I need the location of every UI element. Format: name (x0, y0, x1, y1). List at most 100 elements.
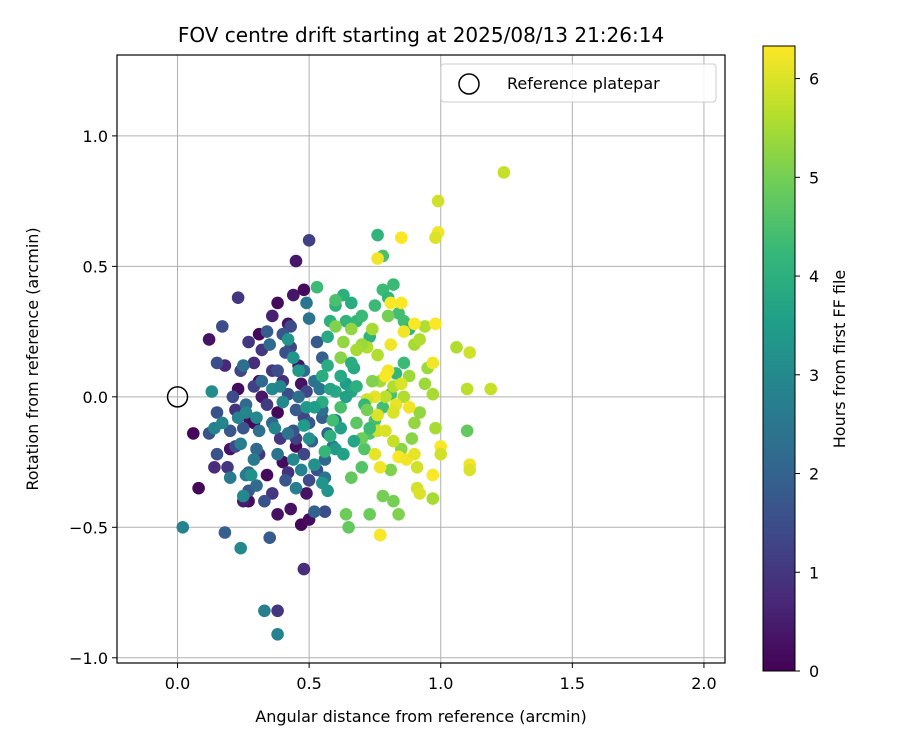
colorbar-tick-label: 5 (809, 168, 819, 187)
scatter-point (371, 408, 384, 422)
x-tick-label: 0.0 (165, 674, 190, 693)
scatter-point (363, 508, 377, 521)
data-points (176, 166, 511, 641)
scatter-point (260, 398, 274, 412)
scatter-point (310, 335, 324, 349)
scatter-point (247, 356, 261, 370)
colorbar-ticks: 0 1 2 3 4 5 6 (795, 70, 819, 681)
scatter-point (323, 429, 337, 443)
scatter-point (281, 333, 295, 346)
scatter-point (408, 317, 421, 331)
scatter-point (263, 338, 277, 351)
scatter-point (408, 447, 421, 461)
scatter-point (334, 351, 348, 365)
scatter-point (234, 437, 247, 451)
scatter-point (460, 424, 474, 438)
scatter-point (321, 484, 334, 498)
scatter-point (284, 502, 298, 516)
scatter-point (334, 421, 348, 435)
scatter-point (384, 463, 398, 477)
scatter-point (287, 351, 300, 365)
reference-platepar-marker (166, 386, 189, 408)
scatter-point (258, 494, 271, 508)
scatter-point (321, 330, 334, 344)
y-axis-title: Rotation from reference (arcmin) (23, 227, 42, 490)
scatter-point (255, 374, 269, 388)
scatter-point (368, 299, 382, 312)
scatter-point (395, 231, 408, 244)
scatter-point (373, 528, 387, 542)
scatter-point (429, 421, 442, 435)
scatter-point (310, 280, 324, 294)
scatter-point (418, 377, 432, 391)
scatter-point (450, 341, 463, 354)
scatter-point (242, 335, 255, 349)
scatter-point (226, 390, 240, 404)
x-tick-label: 1.5 (560, 674, 585, 693)
scatter-point (355, 309, 369, 323)
scatter-point (387, 406, 400, 419)
scatter-point (371, 228, 384, 242)
scatter-point (316, 369, 329, 383)
colorbar (762, 45, 796, 672)
scatter-point (387, 434, 400, 448)
legend: Reference platepar (440, 63, 717, 103)
scatter-point (371, 348, 384, 362)
scatter-point (329, 294, 342, 307)
scatter-point (297, 562, 311, 576)
scatter-point (408, 416, 421, 430)
scatter-point (413, 406, 427, 419)
colorbar-label: Hours from first FF file (830, 270, 849, 449)
scatter-point (239, 406, 253, 419)
scatter-point (381, 309, 395, 323)
scatter-point (402, 401, 416, 414)
scatter-point (308, 458, 321, 472)
scatter-point (176, 521, 190, 534)
scatter-point (271, 447, 284, 461)
scatter-point (392, 508, 405, 521)
colorbar-tick-label: 4 (809, 267, 819, 286)
scatter-point (366, 322, 379, 336)
scatter-point (205, 385, 219, 398)
scatter-point (463, 463, 477, 477)
scatter-point (345, 296, 358, 310)
y-tick-label: −0.5 (69, 518, 108, 537)
scatter-point (223, 424, 237, 438)
colorbar-tick-label: 3 (809, 366, 819, 385)
scatter-point (221, 461, 234, 474)
scatter-point (292, 364, 305, 378)
scatter-point (237, 359, 250, 372)
scatter-point (300, 487, 313, 500)
scatter-point (234, 541, 247, 555)
scatter-point (397, 356, 411, 370)
scatter-point (268, 421, 282, 435)
scatter-point (371, 252, 384, 265)
scatter-point (329, 320, 342, 333)
scatter-point (289, 481, 303, 495)
scatter-point (355, 461, 369, 474)
scatter-point (379, 390, 392, 404)
scatter-point (216, 320, 229, 333)
scatter-point (431, 194, 445, 208)
scatter-point (337, 447, 350, 461)
scatter-point (358, 442, 371, 456)
scatter-point (463, 346, 477, 359)
scatter-point (387, 278, 400, 291)
scatter-point (318, 505, 332, 518)
scatter-point (395, 377, 408, 391)
x-tick-label: 0.5 (296, 674, 321, 693)
scatter-point (460, 382, 474, 396)
scatter-point (484, 382, 498, 396)
colorbar-tick-label: 6 (809, 70, 819, 89)
legend-circle-icon (458, 73, 480, 95)
scatter-point (302, 432, 316, 445)
scatter-point (384, 296, 398, 310)
scatter-point (339, 390, 353, 404)
scatter-point (202, 333, 216, 346)
scatter-point (273, 380, 287, 393)
scatter-point (302, 234, 316, 247)
y-axis-ticks: −1.0 −0.5 0.0 0.5 1.0 (69, 127, 117, 668)
scatter-point (429, 231, 442, 244)
scatter-point (373, 461, 387, 474)
